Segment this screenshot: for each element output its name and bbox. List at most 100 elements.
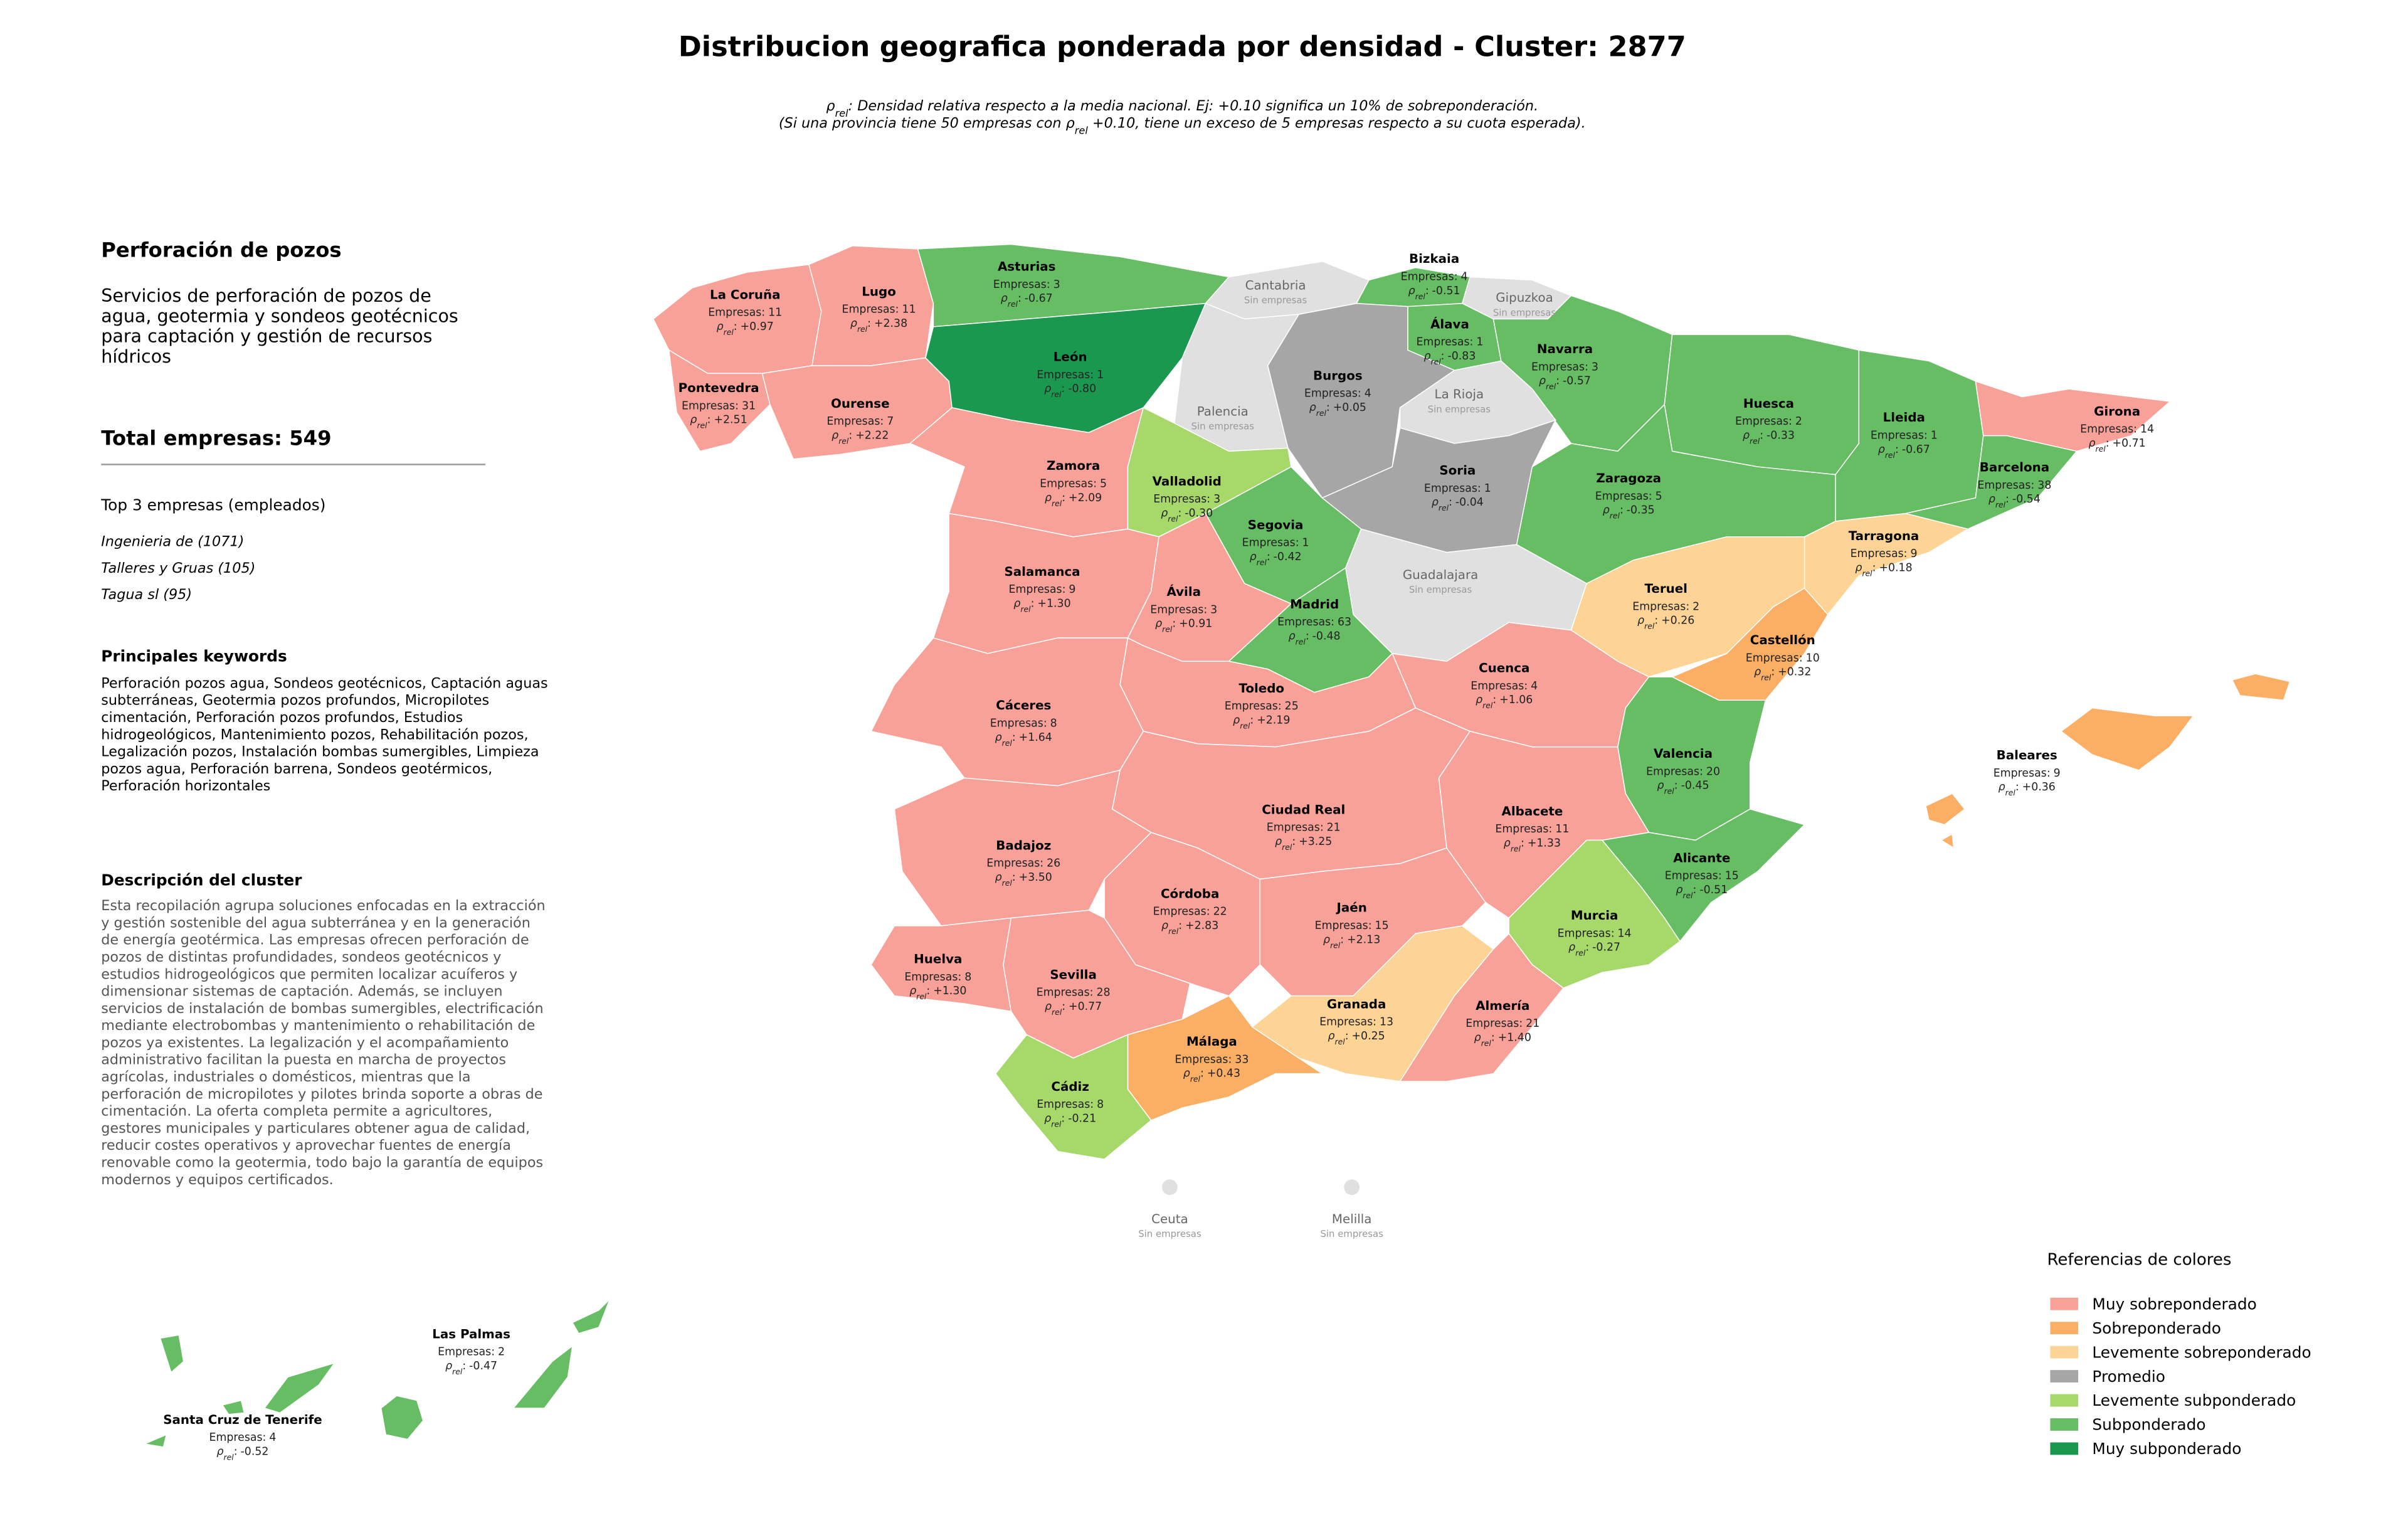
count-prefix: Empresas: [1277,616,1334,629]
rho-prefix: ρ [1988,493,1995,506]
count-value: 11 [902,304,916,316]
rho-value: -0.80 [1068,383,1096,395]
count-label: Empresas: 8 [1037,1098,1104,1111]
count-prefix: Empresas: [2080,423,2137,436]
rho-label: ρrel: +2.38 [850,317,907,334]
count-value: 2 [1692,600,1699,613]
rho-prefix: : [1760,430,1763,442]
rho-prefix: ρ [1637,615,1644,627]
rho-prefix: ρ [1233,714,1240,726]
rho-prefix: rel [1644,621,1655,630]
rho-prefix: rel [1168,514,1178,523]
count-prefix: Empresas: [1595,490,1652,502]
rho-prefix: ρ [1161,507,1168,520]
note-part: +0.10, tiene un exceso de 5 empresas res… [1088,115,1586,131]
region-name: Huesca [1743,396,1794,411]
rho-label: ρrel: +3.50 [995,871,1052,888]
rho-prefix: : [1200,1068,1204,1080]
region [995,1034,1152,1160]
count-value: 9 [1069,583,1075,596]
count-label: Empresas: 9 [1009,583,1076,596]
region [571,1298,611,1334]
rho-label: ρrel: +0.71 [2089,437,2146,454]
count-value: 15 [1725,870,1739,883]
rho-prefix: : [234,1445,238,1458]
rho-label: ρrel: +0.43 [1183,1068,1240,1084]
count-label: Empresas: 2 [438,1346,505,1359]
count-value: 14 [1618,927,1632,940]
rho-label: ρrel: -0.47 [445,1360,497,1376]
count-label: Empresas: 11 [708,307,782,319]
count-label: Empresas: 1 [1416,336,1483,349]
count-value: 1 [1097,369,1104,381]
rho-prefix: ρ [1044,1113,1051,1125]
empty-label: Sin empresas [1493,307,1556,319]
rho-label: ρrel: +1.33 [1504,837,1561,853]
rho-label: ρrel: +0.97 [717,321,774,337]
rho-prefix: ρ [1855,561,1862,574]
rho-value: -0.30 [1185,507,1213,520]
note-part: ρ [826,98,835,114]
rho-prefix: rel [1162,624,1173,634]
rho-prefix: : [1306,630,1309,643]
rho-prefix: rel [1330,940,1341,950]
rho-prefix: rel [1335,1037,1346,1046]
count-value: 5 [1100,477,1107,490]
region-name: Granada [1327,997,1386,1011]
rho-prefix: ρ [690,414,697,427]
rho-prefix: rel [1546,381,1556,391]
rho-prefix: : [1062,1000,1065,1013]
rho-prefix: rel [1051,390,1062,399]
rho-prefix: ρ [1878,443,1885,456]
legend-swatch [2050,1322,2079,1335]
rho-label: ρrel: -0.21 [1044,1113,1096,1129]
count-value: 8 [964,971,971,984]
count-prefix: Empresas: [990,717,1047,730]
legend-label: Muy sobreponderado [2092,1295,2256,1313]
region [159,1334,184,1374]
count-prefix: Empresas: [1471,680,1528,692]
rho-prefix: : [462,1360,466,1372]
note-part: rel [1075,124,1089,136]
rho-prefix: rel [1610,511,1620,520]
rho-prefix: ρ [1328,1030,1334,1043]
rho-prefix: : [1178,507,1181,520]
cluster-text: Esta recopilación agrupa soluciones enfo… [101,899,546,1189]
rho-prefix: rel [1002,878,1013,888]
count-prefix: Empresas: [1632,600,1689,613]
count-value: 7 [887,415,894,428]
count-label: Empresas: 11 [842,304,916,316]
count-value: 3 [1592,361,1598,373]
rho-prefix: rel [1190,1074,1201,1083]
count-value: 9 [1910,548,1917,560]
count-value: 8 [1050,717,1057,730]
rho-prefix: rel [1168,926,1179,935]
region [2060,707,2195,771]
rho-prefix: : [2015,781,2019,793]
rho-value: -0.33 [1766,430,1795,442]
count-label: Empresas: 31 [682,400,756,412]
count-prefix: Empresas: [1416,336,1473,349]
rho-prefix: : [926,985,930,997]
rho-prefix: ρ [1408,285,1415,297]
rho-prefix: ρ [1323,933,1330,946]
rho-prefix: rel [916,992,927,1001]
count-value: 22 [1213,906,1227,918]
keywords: Perforación pozos agua, Sondeos geotécni… [101,677,548,795]
rho-label: ρrel: +0.18 [1855,561,1912,578]
rho-label: ρrel: -0.57 [1539,375,1591,391]
rho-value: +1.30 [1037,597,1070,610]
rho-prefix: : [1441,350,1445,363]
rho-prefix: ρ [1013,597,1020,610]
count-prefix: Empresas: [1465,1017,1523,1030]
rho-prefix: rel [452,1366,463,1376]
rho-value: -0.67 [1902,443,1930,456]
count-value: 26 [1047,857,1060,870]
rho-prefix: ρ [1155,618,1162,630]
rho-prefix: : [1654,615,1658,627]
region-name: León [1054,350,1087,364]
count-prefix: Empresas: [1315,920,1372,932]
count-value: 1 [1484,482,1491,495]
count-prefix: Empresas: [993,279,1050,291]
rho-label: ρrel: -0.27 [1568,942,1620,957]
